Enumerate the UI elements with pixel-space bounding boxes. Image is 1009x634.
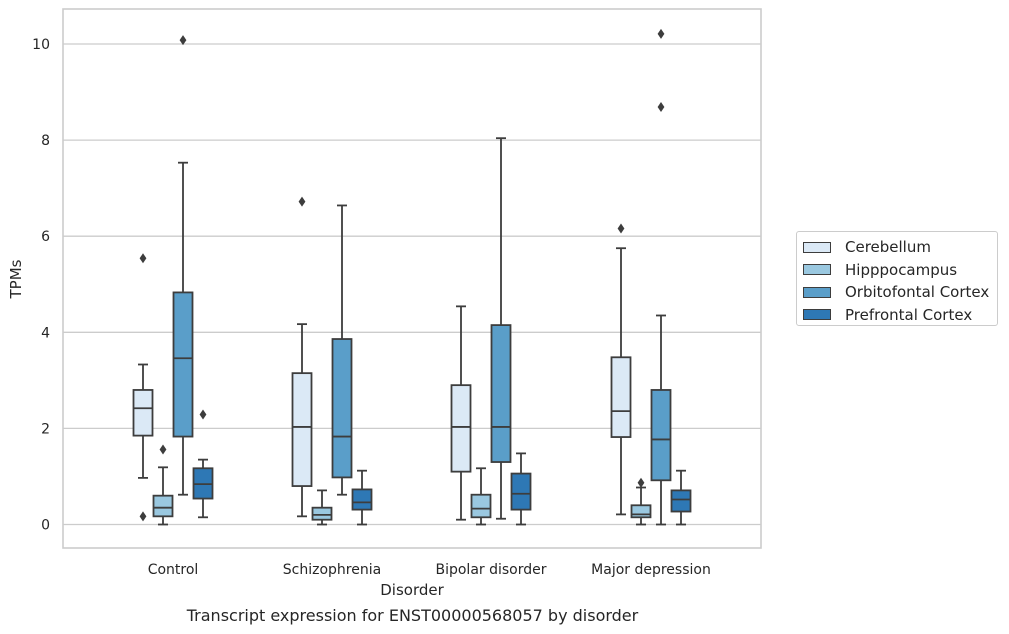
- iqr-box: [311, 506, 333, 521]
- box-orbitofontal-cortex: [490, 137, 512, 520]
- iqr-box: [610, 356, 632, 438]
- box-cerebellum: [450, 305, 472, 521]
- legend-item: Orbitofontal Cortex: [803, 281, 997, 304]
- y-tick-labels: 0 2 4 6 8 10: [32, 37, 50, 534]
- box-hipppocampus: [152, 444, 174, 526]
- legend-swatch: [803, 241, 831, 253]
- iqr-box: [291, 372, 313, 487]
- x-tick-labels: Control Schizophrenia Bipolar disorder Majo…: [148, 562, 711, 578]
- legend-swatch: [803, 309, 831, 321]
- iqr-box: [490, 324, 512, 463]
- iqr-box: [172, 291, 194, 438]
- box-prefrontal-cortex: [670, 469, 692, 526]
- iqr-box: [670, 489, 692, 513]
- legend-item: Prefrontal Cortex: [803, 304, 997, 327]
- box-hipppocampus: [630, 477, 652, 526]
- outlier-point: [139, 253, 147, 264]
- box-prefrontal-cortex: [192, 409, 214, 519]
- outlier-point: [637, 477, 645, 488]
- x-tick-label: Major depression: [591, 562, 711, 578]
- box-orbitofontal-cortex: [331, 204, 353, 496]
- y-tick-label: 8: [41, 133, 50, 149]
- iqr-box: [630, 504, 652, 519]
- outlier-point: [298, 196, 306, 207]
- outlier-point: [139, 511, 147, 522]
- iqr-box: [470, 493, 492, 519]
- legend-label: Prefrontal Cortex: [845, 305, 973, 324]
- y-tick-label: 10: [32, 37, 50, 53]
- box-orbitofontal-cortex: [650, 28, 672, 526]
- y-tick-label: 4: [41, 325, 50, 341]
- legend-item: Cerebellum: [803, 236, 997, 259]
- y-tick-label: 6: [41, 229, 50, 245]
- outlier-point: [199, 409, 207, 420]
- outlier-point: [657, 101, 665, 112]
- legend-swatch: [803, 286, 831, 298]
- outlier-point: [179, 35, 187, 46]
- box-orbitofontal-cortex: [172, 35, 194, 496]
- box-cerebellum: [610, 223, 632, 516]
- iqr-box: [510, 472, 532, 511]
- y-axis-title: TPMs: [7, 259, 25, 299]
- box-prefrontal-cortex: [510, 452, 532, 526]
- iqr-box: [152, 494, 174, 518]
- box-hipppocampus: [470, 467, 492, 526]
- legend-label: Cerebellum: [845, 238, 931, 257]
- chart-caption: Transcript expression for ENST0000056805…: [186, 606, 639, 625]
- x-tick-label: Schizophrenia: [283, 562, 381, 578]
- box-series: [132, 28, 692, 526]
- legend-item: Hipppocampus: [803, 259, 997, 282]
- iqr-box: [132, 389, 154, 437]
- iqr-box: [650, 389, 672, 482]
- outlier-point: [657, 28, 665, 39]
- legend-label: Hipppocampus: [845, 260, 958, 279]
- y-tick-label: 0: [41, 518, 50, 534]
- box-cerebellum: [291, 196, 313, 518]
- box-hipppocampus: [311, 489, 333, 526]
- outlier-point: [159, 444, 167, 455]
- iqr-box: [450, 384, 472, 473]
- legend: Cerebellum Hipppocampus Orbitofontal Corte…: [796, 231, 998, 326]
- box-cerebellum: [132, 253, 154, 522]
- x-tick-label: Bipolar disorder: [435, 562, 546, 578]
- legend-swatch: [803, 264, 831, 276]
- y-tick-label: 2: [41, 421, 50, 437]
- legend-label: Orbitofontal Cortex: [845, 283, 990, 302]
- iqr-box: [351, 488, 373, 511]
- outlier-point: [617, 223, 625, 234]
- x-tick-label: Control: [148, 562, 199, 578]
- box-prefrontal-cortex: [351, 469, 373, 526]
- iqr-box: [331, 338, 353, 479]
- x-axis-title: Disorder: [380, 581, 444, 599]
- plot-area: [62, 8, 762, 549]
